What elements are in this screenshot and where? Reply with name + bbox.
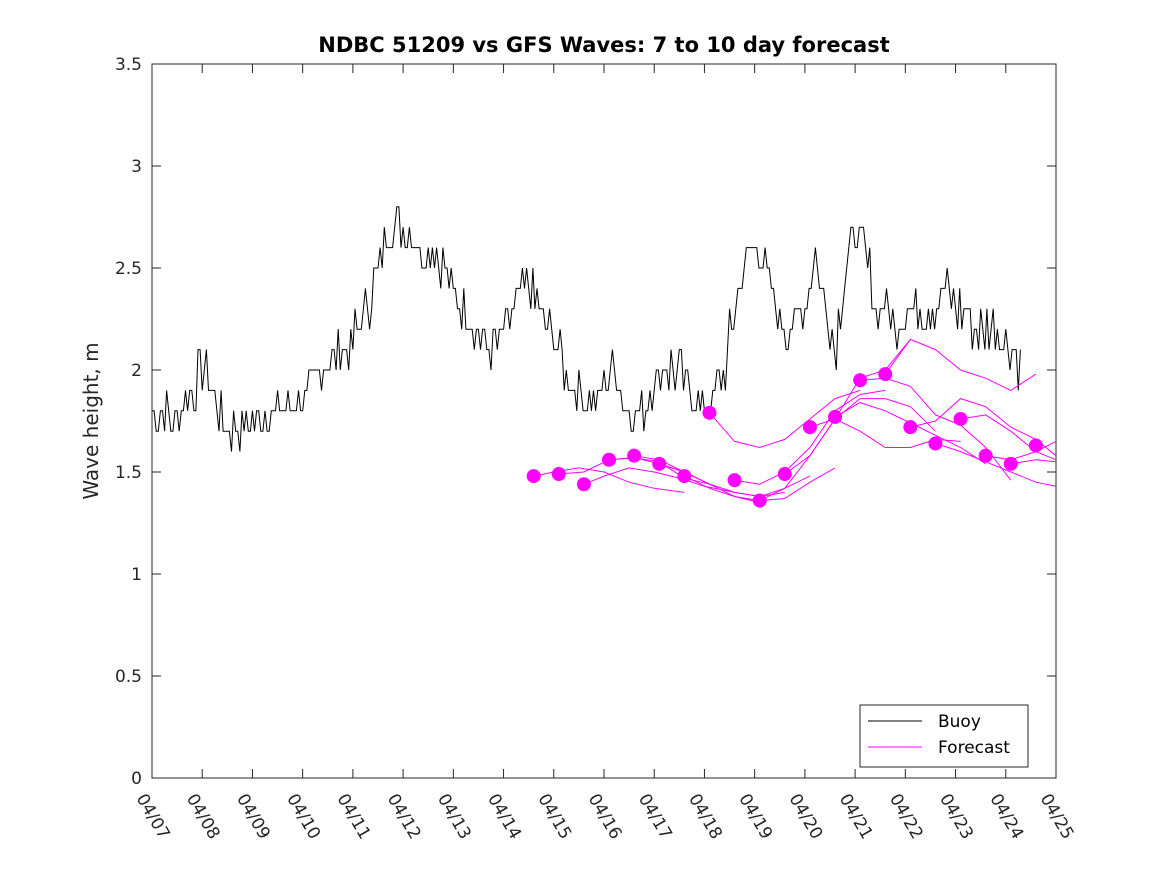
- forecast-point: [777, 467, 792, 482]
- forecast-point: [903, 420, 918, 435]
- x-tick-label: 04/21: [835, 791, 877, 843]
- x-tick-label: 04/10: [282, 791, 324, 843]
- x-tick-label: 04/22: [885, 791, 927, 843]
- legend-forecast-label: Forecast: [938, 738, 1010, 758]
- forecast-point: [878, 367, 893, 382]
- x-tick-label: 04/15: [533, 791, 575, 843]
- forecast-point: [802, 420, 817, 435]
- forecast-point: [652, 456, 667, 471]
- forecast-point: [602, 452, 617, 467]
- x-tick-label: 04/08: [182, 791, 224, 843]
- forecast-line: [1010, 459, 1057, 465]
- x-tick-label: 04/14: [483, 791, 525, 843]
- plot-area: [151, 63, 1057, 779]
- forecast-point: [853, 373, 868, 388]
- y-axis-label: Wave height, m: [79, 342, 103, 499]
- forecast-point: [828, 409, 843, 424]
- forecast-line: [935, 442, 1057, 487]
- buoy-line: [152, 206, 1021, 452]
- x-tick-label: 04/25: [1036, 791, 1078, 843]
- y-tick-label: 2.5: [115, 259, 142, 279]
- forecast-point: [1028, 438, 1043, 453]
- legend-box: [859, 704, 1029, 768]
- y-tick-label: 0: [131, 769, 142, 789]
- y-tick-label: 2: [131, 361, 142, 381]
- legend-buoy-label: Buoy: [938, 712, 981, 732]
- forecast-point: [677, 469, 692, 484]
- forecast-point: [627, 448, 642, 463]
- x-tick-label: 04/19: [734, 791, 776, 843]
- y-tick-label: 3: [131, 157, 142, 177]
- y-tick-label: 3.5: [115, 55, 142, 75]
- forecast-line: [985, 440, 1057, 461]
- forecast-line: [784, 398, 936, 475]
- y-tick-label: 0.5: [115, 667, 142, 687]
- forecast-point: [752, 493, 767, 508]
- forecast-line: [709, 389, 861, 449]
- x-tick-label: 04/24: [985, 791, 1027, 843]
- x-tick-label: 04/17: [634, 791, 676, 843]
- forecast-line: [884, 338, 1037, 391]
- forecast-point: [576, 477, 591, 492]
- legend: Buoy Forecast: [859, 704, 1029, 768]
- x-tick-label: 04/09: [232, 791, 274, 843]
- x-tick-label: 04/23: [935, 791, 977, 843]
- x-tick-label: 04/18: [684, 791, 726, 843]
- x-tick-label: 04/16: [584, 791, 626, 843]
- forecast-line: [734, 389, 886, 485]
- x-tick-label: 04/07: [132, 791, 174, 843]
- y-tick-label: 1.5: [115, 463, 142, 483]
- chart-title: NDBC 51209 vs GFS Waves: 7 to 10 day for…: [318, 33, 889, 57]
- x-tick-label: 04/20: [785, 791, 827, 843]
- forecast-point: [526, 469, 541, 484]
- forecast-point: [928, 436, 943, 451]
- forecast-point: [978, 448, 993, 463]
- forecast-point: [727, 473, 742, 488]
- forecast-point: [1003, 456, 1018, 471]
- y-tick-label: 1: [131, 565, 142, 585]
- x-tick-label: 04/11: [333, 791, 375, 843]
- forecast-line: [960, 414, 1057, 461]
- x-tick-label: 04/13: [433, 791, 475, 843]
- forecast-point: [953, 411, 968, 426]
- y-axis: 0 0.5 1 1.5 2 2.5 3 3.5: [115, 55, 1056, 789]
- forecast-series: [526, 338, 1057, 508]
- forecast-point: [702, 405, 717, 420]
- buoy-series: [152, 206, 1021, 452]
- forecast-point: [551, 467, 566, 482]
- x-tick-label: 04/12: [383, 791, 425, 843]
